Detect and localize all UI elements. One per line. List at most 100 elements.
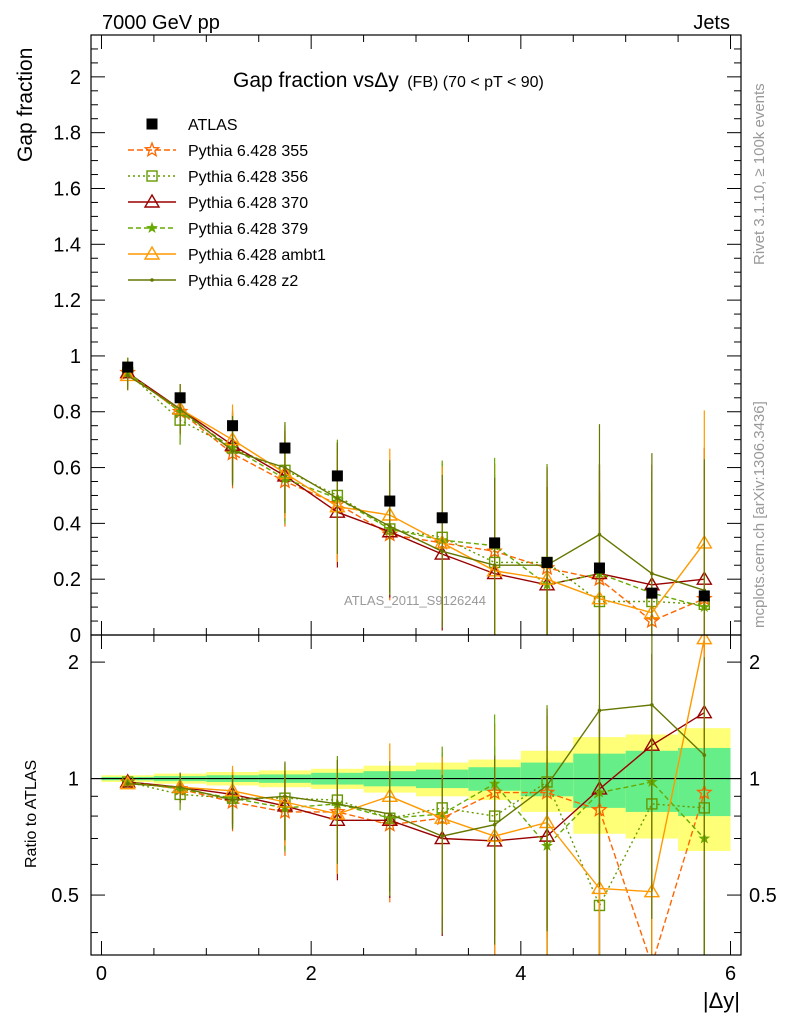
series-point-ratio	[650, 703, 654, 707]
series-point-main	[335, 496, 340, 501]
legend-marker	[143, 193, 161, 208]
legend-label: Pythia 6.428 355	[188, 143, 308, 160]
series-point-ratio	[545, 783, 549, 788]
series-line-ratio	[127, 781, 705, 955]
series-point-ratio	[283, 794, 287, 799]
y-tick-label: 0.6	[53, 458, 81, 480]
atlas-point	[279, 442, 291, 454]
ratio-tick-label-right: 0.5	[749, 885, 777, 907]
series-point-main	[387, 524, 392, 528]
y-tick-label: 1.4	[53, 234, 81, 256]
y-tick-label: 0.8	[53, 402, 81, 424]
legend-label: ATLAS	[188, 117, 238, 134]
series-point-ratio	[230, 798, 235, 802]
header-left: 7000 GeV pp	[102, 12, 220, 34]
series-point-ratio	[125, 781, 130, 786]
y-tick-label: 1.6	[53, 178, 81, 200]
legend-label: Pythia 6.428 ambt1	[188, 247, 326, 264]
series-point-main	[492, 563, 497, 568]
y-tick-label: 0.2	[53, 569, 81, 591]
series-line-ratio	[127, 781, 705, 847]
mcplots-label: mcplots.cern.ch [arXiv:1306.3436]	[751, 401, 768, 628]
series-line-main	[127, 372, 705, 586]
series-point-main	[178, 407, 182, 411]
atlas-point	[174, 392, 186, 404]
ratio-tick-label: 2	[68, 652, 79, 674]
series-line-main	[127, 374, 705, 614]
series-point-main	[597, 532, 602, 537]
x-axis-label: |Δy|	[703, 988, 740, 1013]
y-tick-label: 1.2	[53, 290, 81, 312]
rivet-label: Rivet 3.1.10, ≥ 100k events	[751, 83, 768, 265]
legend-marker	[143, 245, 161, 260]
legend-label: Pythia 6.428 379	[188, 221, 308, 238]
header-right: Jets	[693, 12, 730, 34]
series-point-main	[230, 449, 235, 453]
y-tick-label: 0	[70, 625, 81, 647]
series-point-ratio	[387, 812, 392, 816]
series-point-ratio	[645, 958, 658, 971]
series-point-ratio	[702, 753, 707, 757]
x-tick-label: 4	[515, 963, 526, 985]
series-point-main	[125, 373, 130, 378]
y-tick-label: 1	[70, 346, 81, 368]
atlas-point	[541, 556, 553, 568]
legend-marker	[150, 278, 154, 282]
legend-marker	[146, 118, 158, 130]
atlas-data	[122, 361, 710, 602]
series-line-main	[127, 374, 705, 591]
series-point-ratio	[492, 822, 497, 827]
series-line-main	[127, 372, 705, 622]
legend-marker	[143, 141, 161, 158]
series-point-ratio	[597, 708, 602, 713]
x-tick-label: 2	[306, 963, 317, 985]
atlas-point	[593, 562, 605, 574]
ratio-y-axis-label: Ratio to ATLAS	[23, 760, 40, 868]
series-point-ratio	[119, 775, 136, 790]
y-tick-label: 0.4	[53, 513, 81, 535]
analysis-watermark: ATLAS_2011_S9126244	[344, 593, 486, 608]
atlas-point	[646, 587, 658, 599]
y-tick-label: 1.8	[53, 123, 81, 145]
axis-tick-labels: 0 2 4 6 0 0.2 0.4 0.6 0.8 1 1.2 1.4 1.6 1.8 2 0.5 0.5 1 1 2…	[51, 67, 777, 985]
legend-label: Pythia 6.428 z2	[188, 273, 298, 290]
legend-label: Pythia 6.428 356	[188, 169, 308, 186]
atlas-point	[227, 420, 239, 432]
y-tick-label: 2	[70, 67, 81, 89]
legend-marker	[146, 221, 158, 234]
x-tick-label: 0	[96, 963, 107, 985]
series-point-main	[440, 549, 445, 554]
atlas-point	[384, 495, 396, 507]
atlas-point	[122, 361, 134, 373]
atlas-point	[698, 590, 710, 602]
atlas-point	[489, 537, 501, 549]
series-line-main	[127, 372, 705, 605]
series-lines	[119, 357, 713, 971]
series-point-ratio	[440, 834, 445, 838]
y-axis-label: Gap fraction	[14, 48, 37, 162]
legend: ATLAS Pythia 6.428 355 Pythia 6.428 356 Pyt…	[128, 117, 326, 290]
series-ratio-5	[125, 635, 707, 955]
series-line-ratio	[127, 704, 705, 837]
chart-title-sub: (FB) (70 < pT < 90)	[407, 74, 544, 91]
series-point-ratio	[696, 635, 713, 645]
series-point-ratio	[178, 785, 182, 790]
legend-label: Pythia 6.428 370	[188, 195, 308, 212]
ratio-tick-label: 0.5	[51, 885, 79, 907]
chart-title-main: Gap fraction vsΔy	[233, 69, 399, 92]
x-tick-label: 6	[725, 963, 736, 985]
series-point-main	[650, 571, 654, 576]
series-point-ratio	[335, 802, 340, 806]
chart-title: Gap fraction vsΔy (FB) (70 < pT < 90)	[233, 69, 544, 92]
axis-ticks	[91, 35, 741, 955]
atlas-point	[436, 512, 448, 524]
legend-marker	[146, 170, 158, 182]
series-line-main	[127, 372, 705, 608]
ratio-tick-label-right: 1	[749, 769, 760, 791]
series-point-ratio	[591, 880, 608, 895]
series-point-main	[283, 465, 287, 470]
series-main-5	[125, 360, 707, 635]
series-line-ratio	[127, 638, 705, 893]
series-line-ratio	[127, 712, 705, 842]
